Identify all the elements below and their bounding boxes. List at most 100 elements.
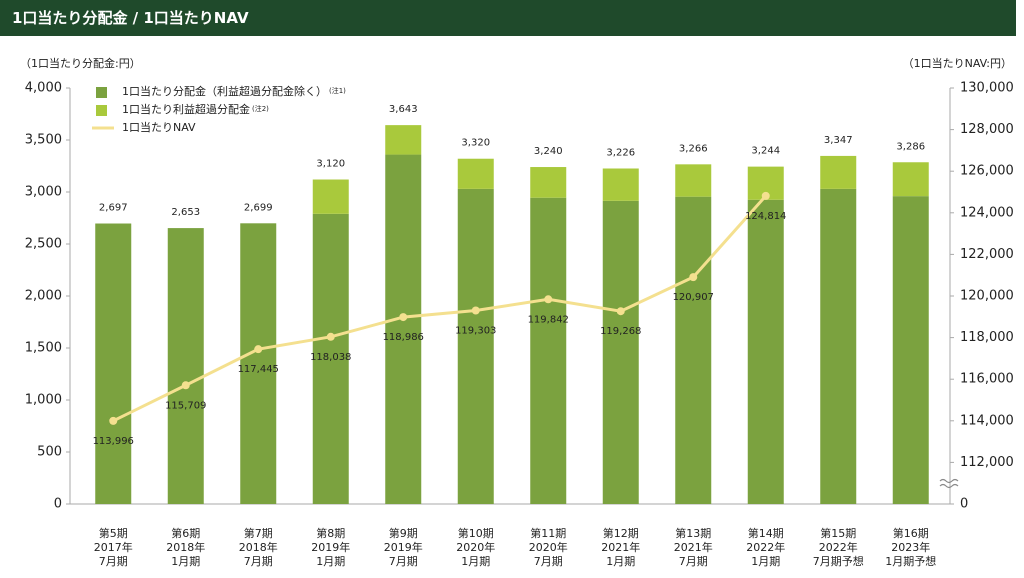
nav-label: 118,986 [383, 332, 424, 343]
legend-note: (注2) [252, 104, 269, 113]
x-tick-label: 第14期 [748, 526, 784, 540]
x-tick-label: 第9期 [389, 526, 418, 540]
y2-tick-label: 124,000 [960, 205, 1014, 220]
bar-segment [675, 164, 712, 197]
total-label: 2,699 [244, 202, 273, 213]
y2-tick-label: 116,000 [960, 372, 1014, 387]
x-tick-label: 1月期 [316, 555, 345, 568]
total-label: 3,266 [679, 143, 708, 154]
x-tick-label: 7月期予想 [813, 554, 864, 568]
bar-segment [385, 125, 422, 155]
x-tick-label: 第13期 [675, 526, 711, 540]
bar-segment [892, 196, 929, 504]
y-tick-label: 3,500 [25, 133, 62, 148]
nav-line [112, 194, 767, 423]
nav-point [689, 273, 698, 282]
x-tick-label: 2019年 [384, 540, 423, 554]
nav-point [181, 381, 190, 390]
y-tick-label: 2,500 [25, 237, 62, 252]
bar-segment [240, 223, 277, 504]
bar-segment [312, 213, 349, 504]
header-title: 1口当たり分配金 / 1口当たりNAV [0, 0, 1016, 36]
nav-label: 119,303 [455, 325, 496, 336]
bar-segment [530, 197, 567, 504]
x-tick-label: 1月期 [751, 555, 780, 568]
bar-segment [820, 155, 857, 189]
bar-segment [820, 188, 857, 504]
bar-segment [312, 179, 349, 214]
y2-tick-label: 130,000 [960, 81, 1014, 96]
nav-label: 124,814 [745, 211, 786, 222]
y-tick-label: 2,000 [25, 289, 62, 304]
total-label: 2,653 [171, 207, 200, 218]
legend-swatch [96, 105, 107, 116]
x-tick-label: 7月期 [244, 555, 273, 568]
x-tick-label: 2021年 [601, 540, 640, 554]
x-tick-label: 2018年 [166, 540, 205, 554]
axis-break [939, 478, 959, 489]
y2-tick-label: 0 [960, 497, 968, 512]
bar-segment [95, 223, 132, 504]
x-tick-label: 1月期 [171, 555, 200, 568]
legend-note: (注1) [329, 86, 346, 95]
total-label: 3,643 [389, 104, 418, 115]
y-tick-label: 1,000 [25, 393, 62, 408]
y-tick-label: 3,000 [25, 185, 62, 200]
y2-tick-label: 120,000 [960, 289, 1014, 304]
bar-segment [530, 167, 567, 198]
nav-point [761, 191, 770, 200]
x-tick-label: 第10期 [458, 526, 494, 540]
bar-segment [385, 154, 422, 504]
nav-label: 119,842 [528, 314, 569, 325]
x-tick-label: 第6期 [171, 526, 200, 540]
x-tick-label: 第5期 [99, 526, 128, 540]
total-label: 3,240 [534, 146, 563, 157]
total-label: 3,244 [751, 146, 780, 157]
y2-axis-label: （1口当たりNAV:円） [903, 56, 1012, 70]
x-tick-label: 2020年 [456, 540, 495, 554]
bar-segment [675, 196, 712, 504]
y2-tick-label: 112,000 [960, 455, 1014, 470]
x-tick-label: 7月期 [389, 555, 418, 568]
y-tick-label: 4,000 [25, 81, 62, 96]
legend-label: 1口当たり利益超過分配金 [122, 102, 250, 116]
x-tick-label: 2019年 [311, 540, 350, 554]
y2-tick-label: 128,000 [960, 122, 1014, 137]
x-tick-label: 1月期 [606, 555, 635, 568]
nav-point [471, 306, 480, 315]
y2-tick-label: 126,000 [960, 164, 1014, 179]
total-label: 3,226 [606, 147, 635, 158]
nav-label: 118,038 [310, 352, 351, 363]
x-tick-label: 第16期 [893, 526, 929, 540]
bar-segment [892, 162, 929, 197]
total-label: 3,320 [461, 138, 490, 149]
x-tick-label: 2022年 [746, 540, 785, 554]
legend-label: 1口当たり分配金（利益超過分配金除く） [122, 84, 327, 98]
bar-segment [457, 188, 494, 504]
y2-tick-label: 114,000 [960, 413, 1014, 428]
y2-tick-label: 122,000 [960, 247, 1014, 262]
x-tick-label: 1月期 [461, 555, 490, 568]
nav-point [326, 332, 335, 341]
nav-label: 115,709 [165, 400, 206, 411]
bar-segment [602, 200, 639, 504]
x-tick-label: 2023年 [891, 540, 930, 554]
x-tick-label: 7月期 [534, 555, 563, 568]
nav-point [616, 307, 625, 316]
x-tick-label: 2018年 [239, 540, 278, 554]
x-tick-label: 第11期 [530, 526, 566, 540]
x-tick-label: 2021年 [674, 540, 713, 554]
x-tick-label: 2022年 [819, 540, 858, 554]
nav-label: 117,445 [238, 364, 279, 375]
nav-label: 119,268 [600, 326, 641, 337]
total-label: 3,286 [896, 141, 925, 152]
nav-point [399, 313, 408, 322]
y-tick-label: 500 [37, 445, 62, 460]
legend-swatch [96, 87, 107, 98]
bar-segment [167, 228, 204, 504]
y-tick-label: 0 [54, 497, 62, 512]
x-tick-label: 7月期 [679, 555, 708, 568]
total-label: 3,347 [824, 135, 853, 146]
